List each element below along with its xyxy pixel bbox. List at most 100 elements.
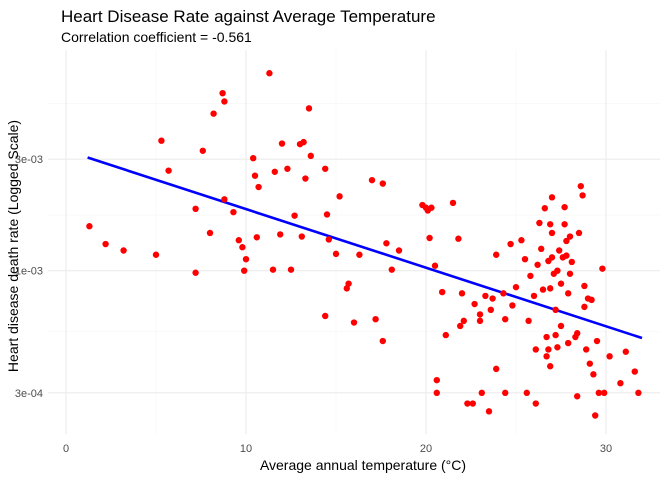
data-point-149 [631, 368, 638, 375]
data-point-59 [431, 262, 439, 269]
data-point-103 [545, 346, 552, 353]
data-point-50 [379, 337, 386, 345]
data-point-32 [298, 233, 305, 240]
data-point-106 [547, 285, 554, 292]
x-tick-label-3: 30 [600, 443, 612, 455]
data-point-9 [206, 229, 214, 237]
data-point-90 [525, 317, 532, 325]
data-point-142 [593, 337, 601, 345]
data-point-72 [476, 317, 484, 325]
data-point-36 [307, 152, 314, 160]
data-point-16 [239, 244, 246, 251]
data-point-62 [439, 288, 446, 296]
data-point-125 [566, 270, 574, 277]
data-point-131 [575, 229, 583, 237]
y-axis-ticks: 3e-04 1e-03 3e-03 [15, 154, 43, 400]
data-point-135 [581, 282, 588, 290]
data-point-33 [300, 138, 307, 146]
data-point-83 [502, 389, 509, 397]
data-point-42 [336, 193, 343, 200]
data-point-47 [368, 176, 376, 184]
data-point-67 [458, 290, 466, 297]
data-point-5 [165, 167, 172, 174]
data-point-19 [250, 154, 257, 162]
data-point-27 [278, 140, 286, 147]
data-point-99 [541, 205, 548, 212]
data-point-61 [433, 389, 440, 397]
data-point-113 [554, 267, 561, 274]
y-tick-label-0: 3e-04 [15, 388, 43, 400]
data-point-117 [557, 322, 565, 330]
trend-line-layer [87, 156, 643, 340]
data-point-40 [322, 312, 329, 320]
data-point-12 [221, 98, 228, 105]
data-point-148 [622, 348, 629, 355]
data-point-52 [388, 266, 395, 273]
data-point-73 [476, 311, 484, 318]
data-point-109 [548, 229, 556, 237]
data-point-124 [565, 339, 572, 347]
data-point-20 [251, 172, 259, 179]
data-point-143 [595, 389, 602, 397]
data-point-112 [552, 331, 559, 339]
data-point-89 [523, 389, 530, 397]
minor-gridlines [48, 50, 660, 434]
data-point-60 [433, 376, 440, 384]
data-point-71 [471, 300, 478, 308]
data-point-140 [590, 371, 597, 378]
data-point-1 [102, 240, 109, 248]
y-axis-title: Heart disease death rate (Logged Scale) [5, 120, 21, 372]
data-point-23 [266, 70, 273, 77]
x-tick-label-2: 20 [420, 443, 432, 455]
data-point-119 [561, 221, 568, 228]
data-point-145 [601, 389, 608, 397]
data-point-127 [568, 258, 575, 266]
data-point-144 [599, 265, 606, 272]
data-point-79 [493, 251, 500, 258]
data-point-123 [565, 290, 572, 297]
data-point-28 [284, 165, 291, 172]
data-point-18 [242, 255, 250, 263]
data-point-95 [534, 261, 541, 268]
data-point-77 [487, 306, 494, 314]
data-point-57 [426, 234, 433, 242]
data-point-130 [574, 393, 581, 400]
x-tick-label-0: 0 [63, 443, 69, 455]
data-point-66 [457, 322, 464, 330]
data-point-41 [332, 250, 340, 258]
data-point-53 [395, 247, 403, 254]
data-point-88 [521, 255, 529, 263]
data-point-14 [230, 208, 237, 216]
data-point-10 [210, 110, 217, 117]
data-point-58 [428, 204, 435, 211]
data-point-116 [557, 280, 565, 287]
data-point-74 [478, 389, 485, 397]
data-point-30 [291, 212, 298, 219]
data-point-126 [566, 233, 574, 240]
data-point-86 [512, 283, 520, 291]
data-point-121 [563, 237, 570, 245]
data-point-63 [442, 331, 449, 339]
data-point-96 [536, 219, 543, 227]
data-point-37 [322, 165, 329, 172]
y-tick-label-2: 3e-03 [15, 154, 43, 166]
x-tick-label-1: 10 [240, 443, 252, 455]
data-point-129 [574, 330, 581, 337]
data-point-111 [552, 306, 559, 314]
data-point-134 [581, 303, 588, 311]
data-point-48 [372, 315, 379, 323]
data-point-2 [120, 247, 127, 254]
data-point-150 [635, 389, 642, 397]
data-point-11 [219, 89, 226, 97]
data-point-3 [152, 251, 160, 258]
data-point-93 [532, 400, 539, 407]
data-point-97 [538, 245, 545, 253]
data-point-101 [543, 353, 550, 360]
data-point-75 [482, 292, 489, 300]
data-point-91 [527, 272, 534, 280]
data-point-70 [469, 400, 476, 407]
data-point-46 [356, 251, 363, 258]
data-point-136 [583, 346, 590, 353]
data-point-29 [287, 266, 295, 273]
